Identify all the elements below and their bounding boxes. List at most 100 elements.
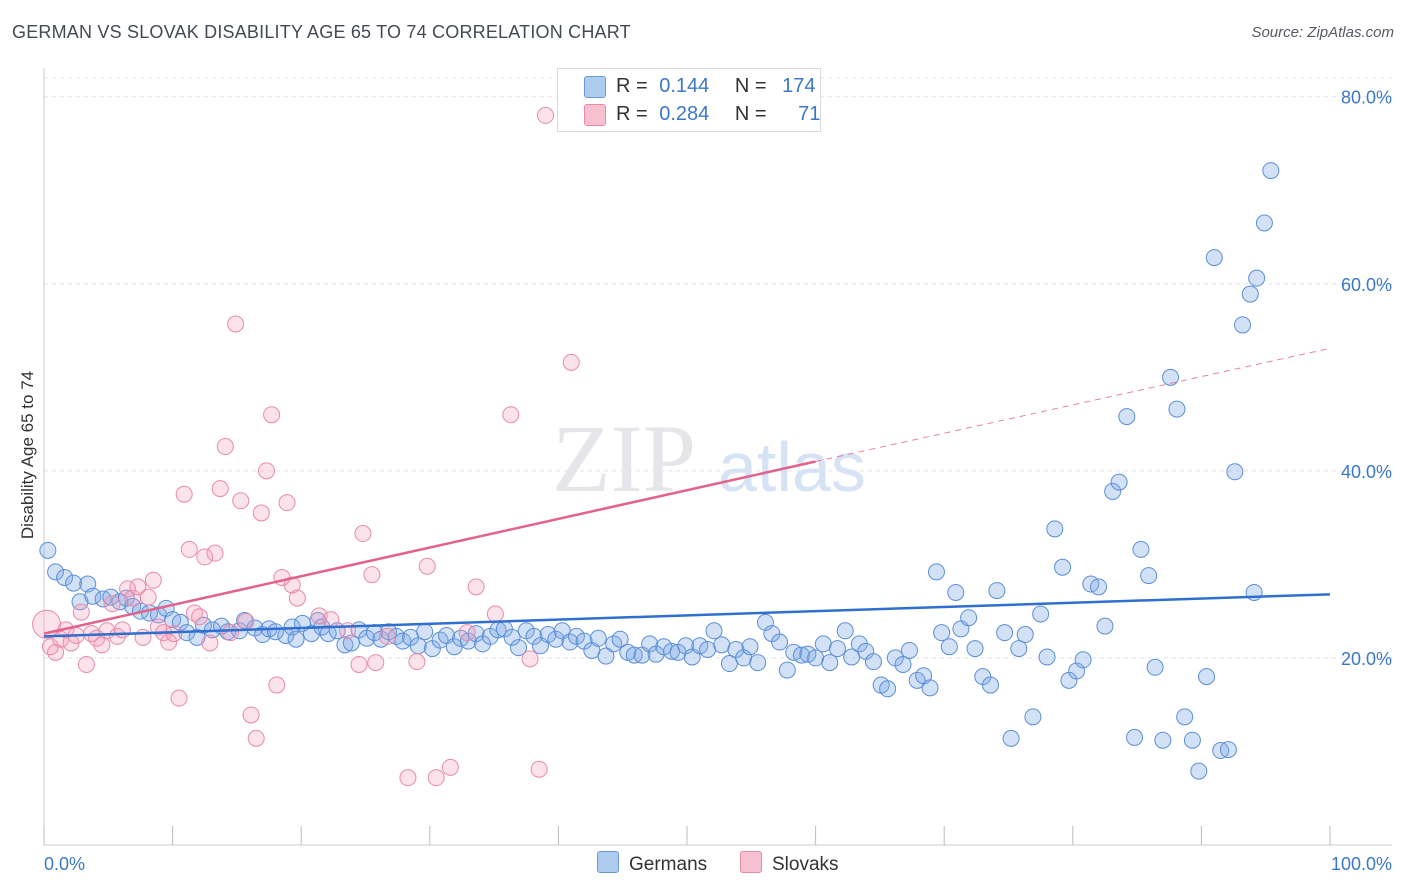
watermark-zip: ZIP [552, 405, 696, 512]
german-point [933, 624, 951, 642]
german-point [749, 654, 767, 672]
slovak-point [129, 578, 147, 596]
slovak-point [237, 612, 255, 630]
legend-n-label: N = [734, 103, 767, 125]
german-point [597, 647, 615, 665]
slovak-point [458, 624, 476, 642]
german-point [394, 632, 412, 650]
slovak-point [367, 654, 385, 672]
german-point [1183, 731, 1201, 749]
german-point [1038, 648, 1056, 666]
legend-r-value-germans: 0.144 [659, 75, 710, 97]
slovak-point [119, 580, 137, 598]
legend-swatch-slovaks [584, 104, 606, 126]
slovak-point [165, 625, 183, 643]
german-point [416, 623, 434, 641]
german-point [1198, 668, 1216, 686]
german-point [988, 582, 1006, 600]
german-trend-line [43, 593, 1331, 638]
german-point [1024, 708, 1042, 726]
german-point [894, 655, 912, 673]
german-point [792, 646, 810, 664]
german-point [1226, 463, 1244, 481]
slovak-point [144, 571, 162, 589]
y-tick-label: 40.0% [1341, 462, 1392, 482]
german-point [940, 638, 958, 656]
german-point [641, 635, 659, 653]
trend-layer [43, 347, 1331, 638]
slovak-point [227, 315, 245, 333]
slovak-point [211, 480, 229, 498]
slovak-point [263, 406, 281, 424]
german-point [1234, 316, 1252, 334]
german-point [1262, 162, 1280, 180]
german-point [996, 624, 1014, 642]
y-axis-label: Disability Age 65 to 74 [18, 370, 37, 540]
slovak-trend-line [43, 460, 816, 635]
slovak-point [354, 525, 372, 543]
bottom-legend-swatch-germans [597, 851, 619, 873]
german-point [1154, 731, 1172, 749]
y-tick-label: 20.0% [1341, 649, 1392, 669]
slovak-point [170, 689, 188, 707]
german-point [1248, 269, 1266, 287]
slovak-point [201, 634, 219, 652]
german-point [56, 568, 74, 586]
legend-n-label: N = [734, 75, 767, 97]
german-point [814, 635, 832, 653]
german-point [1126, 728, 1144, 746]
slovak-point [113, 621, 131, 639]
german-point [713, 636, 731, 654]
source-label: Source: ZipAtlas.com [1251, 24, 1394, 41]
german-point [1241, 285, 1259, 303]
stats-legend: R = 0.144 N = 174 R = 0.284 N = 71 [557, 68, 821, 132]
german-point [960, 609, 978, 627]
slovak-point [537, 106, 555, 124]
german-point [741, 638, 759, 656]
slovak-point [180, 540, 198, 558]
german-point [287, 630, 305, 648]
slovak-point [288, 589, 306, 607]
slovak-point [427, 769, 445, 787]
slovak-point [322, 611, 340, 629]
legend-r-value-slovaks: 0.284 [659, 103, 710, 125]
german-point [799, 645, 817, 663]
slovak-point [399, 769, 417, 787]
slovak-point [278, 494, 296, 512]
german-point [771, 633, 789, 651]
german-point [981, 676, 999, 694]
y-tick-label: 80.0% [1341, 88, 1392, 108]
german-point [1219, 741, 1237, 759]
slovak-point [486, 605, 504, 623]
slovak-point [418, 557, 436, 575]
german-point [828, 640, 846, 658]
legend-r-label: R = [616, 103, 648, 125]
legend-n-value-germans: 174 [782, 75, 816, 97]
slovak-point [378, 627, 396, 645]
german-point [467, 625, 485, 643]
slovak-point [77, 655, 95, 673]
chart-title: GERMAN VS SLOVAK DISABILITY AGE 65 TO 74… [12, 22, 631, 42]
legend-n-value-slovaks: 71 [798, 103, 821, 125]
german-point [65, 574, 83, 592]
german-point [691, 637, 709, 655]
slovak-point [191, 608, 209, 626]
slovak-point [408, 653, 426, 671]
german-point [1046, 520, 1064, 538]
german-point [927, 563, 945, 581]
german-point [589, 629, 607, 647]
slovak-point [502, 406, 520, 424]
german-point [807, 649, 825, 667]
slovak-point [175, 485, 193, 503]
slovak-point [47, 643, 65, 661]
slovak-point [216, 438, 234, 456]
slovak-point [206, 544, 224, 562]
german-point [921, 679, 939, 697]
german-point [1002, 729, 1020, 747]
german-point [1162, 368, 1180, 386]
german-point [966, 640, 984, 658]
german-point [1118, 408, 1136, 426]
german-point [1140, 567, 1158, 585]
x-tick-label: 100.0% [1331, 854, 1392, 874]
german-point [879, 680, 897, 698]
